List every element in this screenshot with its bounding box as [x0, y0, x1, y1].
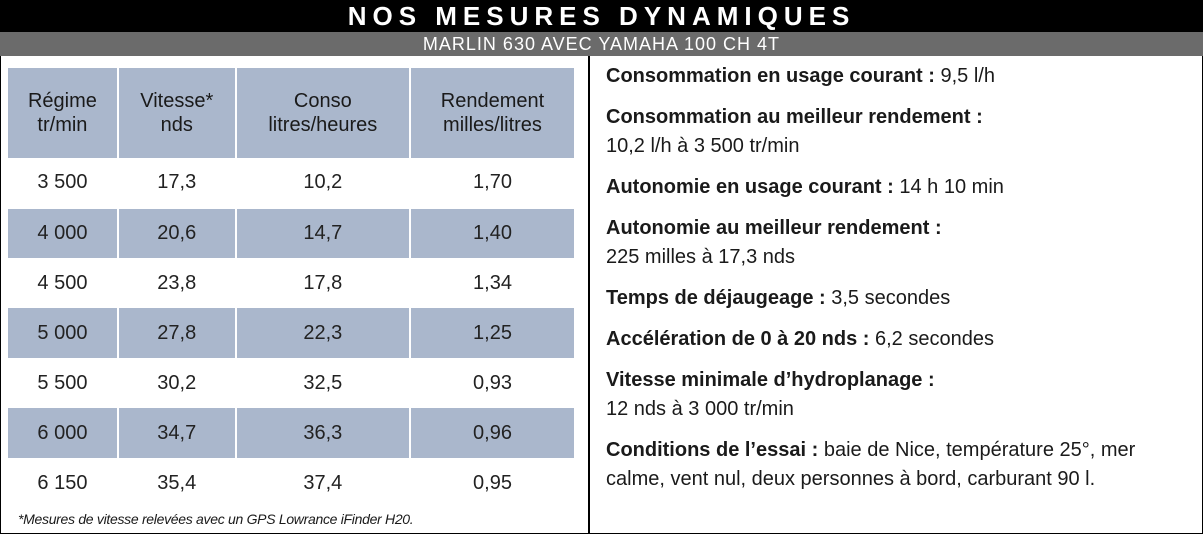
- table-cell: 3 500: [8, 158, 118, 209]
- measurements-table: Régime tr/min Vitesse* nds Conso litres/heu…: [8, 68, 574, 508]
- table-row: 5 500 30,2 32,5 0,93: [8, 358, 574, 408]
- stat-label: Accélération de 0 à 20 nds :: [606, 328, 870, 350]
- stat-value: 6,2 secondes: [869, 328, 994, 350]
- table-cell: 36,3: [234, 408, 410, 458]
- table-header-row: Régime tr/min Vitesse* nds Conso litres/heu…: [8, 68, 574, 158]
- table-row: 4 000 20,6 14,7 1,40: [8, 208, 574, 258]
- stat-range-best: Autonomie au meilleur rendement : 225 mil…: [606, 214, 1198, 272]
- table-cell: 27,8: [116, 308, 236, 358]
- table-cell: 23,8: [116, 258, 236, 308]
- stat-test-conditions: Conditions de l’essai : baie de Nice, te…: [606, 436, 1198, 494]
- stat-label: Autonomie en usage courant :: [606, 176, 894, 198]
- stat-planing-time: Temps de déjaugeage : 3,5 secondes: [606, 284, 1198, 313]
- stat-label: Consommation en usage courant :: [606, 65, 935, 87]
- table-cell: 1,34: [408, 258, 574, 308]
- stat-value: baie de Nice, température 25°, mer calme…: [606, 439, 1136, 490]
- table-cell: 4 000: [8, 208, 118, 258]
- stat-label: Consommation au meilleur rendement :: [606, 106, 983, 128]
- stat-consumption-usual: Consommation en usage courant : 9,5 l/h: [606, 62, 1198, 91]
- column-header: Régime tr/min: [8, 68, 118, 158]
- column-header: Conso litres/heures: [234, 68, 410, 158]
- stat-value: 14 h 10 min: [893, 176, 1004, 198]
- table-row: 4 500 23,8 17,8 1,34: [8, 258, 574, 308]
- table-cell: 0,96: [408, 408, 574, 458]
- table-cell: 4 500: [37, 271, 88, 294]
- column-header: Vitesse* nds: [116, 68, 236, 158]
- table-cell: 32,5: [234, 358, 410, 408]
- stat-value: 12 nds à 3 000 tr/min: [606, 398, 794, 420]
- table-cell: 34,7: [116, 408, 236, 458]
- table-cell: 1,70: [408, 158, 574, 209]
- table-row: 6 150 35,4 37,4 0,95: [8, 458, 574, 508]
- table-row: 6 000 34,7 36,3 0,96: [8, 408, 574, 458]
- stat-min-planing-speed: Vitesse minimale d’hydroplanage : 12 nds …: [606, 366, 1198, 424]
- table-cell: 10,2: [234, 158, 410, 209]
- stats-panel: Consommation en usage courant : 9,5 l/h …: [606, 62, 1198, 504]
- table-cell: 14,7: [234, 208, 410, 258]
- table-cell: 22,3: [234, 308, 410, 358]
- stat-value: 3,5 secondes: [825, 287, 951, 309]
- table-cell: 37,4: [234, 458, 410, 508]
- stat-range-usual: Autonomie en usage courant : 14 h 10 min: [606, 173, 1198, 202]
- page-subtitle: MARLIN 630 AVEC YAMAHA 100 CH 4T: [0, 32, 1203, 56]
- stat-label: Vitesse minimale d’hydroplanage :: [606, 369, 935, 391]
- stat-value: 9,5 l/h: [934, 65, 995, 87]
- table-cell: 6 150: [37, 471, 88, 494]
- table-cell: 5 500: [37, 371, 88, 394]
- table-cell: 0,95: [408, 458, 574, 508]
- table-cell: 1,25: [408, 308, 574, 358]
- table-cell: 17,3: [116, 158, 236, 209]
- stat-value: 10,2 l/h à 3 500 tr/min: [606, 135, 800, 157]
- page-title: NOS MESURES DYNAMIQUES: [0, 0, 1203, 32]
- measurements-panel: Régime tr/min Vitesse* nds Conso litres/heu…: [0, 56, 590, 534]
- stat-label: Conditions de l’essai :: [606, 439, 819, 461]
- table-cell: 35,4: [116, 458, 236, 508]
- stat-consumption-best: Consommation au meilleur rendement : 10,2…: [606, 103, 1198, 161]
- table-cell: 1,40: [408, 208, 574, 258]
- table-cell: 0,93: [408, 358, 574, 408]
- table-row: 3 500 17,3 10,2 1,70: [8, 158, 574, 209]
- table-cell: 17,8: [234, 258, 410, 308]
- stat-value: 225 milles à 17,3 nds: [606, 246, 796, 268]
- stat-label: Temps de déjaugeage :: [606, 287, 826, 309]
- table-cell: 6 000: [8, 408, 118, 458]
- table-cell: 5 000: [8, 308, 118, 358]
- column-header: Rendement milles/litres: [408, 68, 574, 158]
- table-cell: 30,2: [116, 358, 236, 408]
- stat-acceleration: Accélération de 0 à 20 nds : 6,2 seconde…: [606, 325, 1198, 354]
- table-cell: 20,6: [116, 208, 236, 258]
- table-footnote: *Mesures de vitesse relevées avec un GPS…: [18, 511, 414, 527]
- stat-label: Autonomie au meilleur rendement :: [606, 217, 942, 239]
- table-row: 5 000 27,8 22,3 1,25: [8, 308, 574, 358]
